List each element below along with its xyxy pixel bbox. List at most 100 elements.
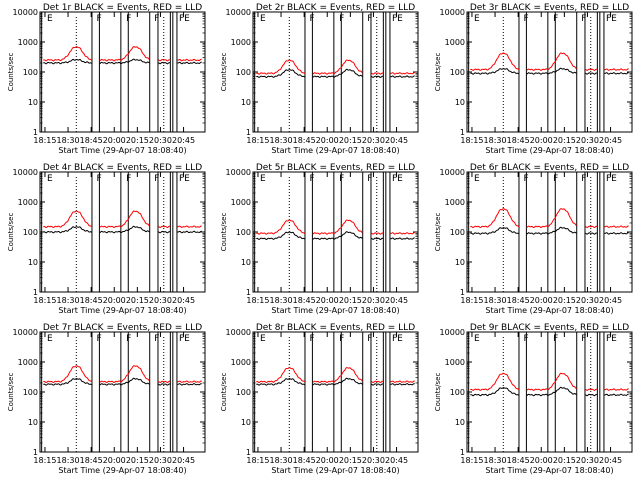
flag-label: FE (392, 14, 403, 24)
panel-title: Det 1r BLACK = Events, RED = LLD (43, 3, 202, 13)
flag-label: F (309, 14, 314, 24)
x-tick-label: 20:30 (362, 296, 385, 305)
events-series-black (43, 377, 202, 386)
flag-label: F (523, 334, 528, 344)
flag-label: F (339, 174, 344, 184)
x-tick-label: 18:15 (246, 296, 269, 305)
x-axis-title: Start Time (29-Apr-07 18:08:40) (485, 466, 613, 475)
y-axis-title: Counts/sec (7, 373, 15, 412)
x-tick-label: 20:15 (339, 296, 362, 305)
y-tick-label: 100 (23, 388, 38, 397)
flag-label: E (260, 174, 266, 184)
x-tick-label: 18:15 (33, 136, 56, 145)
x-tick-label: 18:45 (293, 296, 316, 305)
x-tick-label: 20:15 (553, 456, 576, 465)
events-series-black (43, 225, 202, 234)
lld-series-red (470, 208, 629, 229)
x-tick-label: 18:45 (507, 456, 530, 465)
plot-frame (466, 331, 633, 453)
x-tick-label: 18:30 (57, 456, 80, 465)
panel-title: Det 3r BLACK = Events, RED = LLD (470, 3, 629, 13)
flag-label: F (581, 174, 586, 184)
x-tick-label: 18:15 (246, 456, 269, 465)
y-axis-title: Counts/sec (7, 53, 15, 92)
y-tick-label: 1000 (231, 358, 251, 367)
panel-title: Det 8r BLACK = Events, RED = LLD (256, 323, 415, 333)
panel-3: Det 3r BLACK = Events, RED = LLD 1 10 100 10… (434, 3, 633, 155)
flag-label: F (581, 334, 586, 344)
x-tick-label: 18:30 (484, 456, 507, 465)
x-tick-label: 18:45 (80, 136, 103, 145)
panel-title: Det 2r BLACK = Events, RED = LLD (256, 3, 415, 13)
panel-6: Det 6r BLACK = Events, RED = LLD 1 10 100 10… (434, 163, 633, 315)
x-tick-label: 20:30 (149, 136, 172, 145)
y-tick-label: 1000 (445, 38, 465, 47)
flag-label: FE (179, 334, 190, 344)
x-tick-label: 20:30 (149, 296, 172, 305)
flag-label: F (523, 174, 528, 184)
y-tick-label: 1000 (231, 198, 251, 207)
y-tick-label: 100 (23, 68, 38, 77)
y-tick-label: 1 (246, 128, 251, 137)
x-tick-label: 18:30 (270, 136, 293, 145)
x-tick-label: 20:30 (362, 136, 385, 145)
flag-label: F (96, 174, 101, 184)
flag-label: F (367, 174, 372, 184)
x-tick-label: 20:45 (599, 456, 622, 465)
flag-label: F (367, 14, 372, 24)
flag-label: FE (606, 334, 617, 344)
flag-label: E (47, 174, 53, 184)
x-tick-label: 20:45 (385, 136, 408, 145)
x-tick-label: 18:45 (80, 456, 103, 465)
panel-2: Det 2r BLACK = Events, RED = LLD 1 10 100 10… (220, 3, 419, 155)
x-tick-label: 20:15 (339, 456, 362, 465)
x-tick-label: 20:45 (172, 456, 195, 465)
y-tick-label: 100 (236, 388, 251, 397)
y-tick-label: 1 (460, 448, 465, 457)
x-tick-label: 20:00 (103, 296, 126, 305)
y-tick-label: 1 (246, 288, 251, 297)
y-tick-label: 1 (33, 128, 38, 137)
flag-label: F (96, 14, 101, 24)
x-tick-label: 20:30 (576, 136, 599, 145)
panel-1: Det 1r BLACK = Events, RED = LLD 1 10 100 10… (7, 3, 206, 155)
flag-label: E (474, 174, 480, 184)
events-series-black (470, 67, 629, 75)
x-tick-label: 20:15 (339, 136, 362, 145)
x-tick-label: 18:30 (57, 296, 80, 305)
x-tick-label: 20:15 (553, 296, 576, 305)
panel-8: Det 8r BLACK = Events, RED = LLD 1 10 100 10… (220, 323, 419, 475)
panel-title: Det 9r BLACK = Events, RED = LLD (470, 323, 629, 333)
x-axis-title: Start Time (29-Apr-07 18:08:40) (58, 306, 186, 315)
x-axis-title: Start Time (29-Apr-07 18:08:40) (271, 146, 399, 155)
y-tick-label: 10000 (440, 328, 465, 337)
lld-series-red (256, 367, 415, 384)
y-tick-label: 1000 (18, 198, 38, 207)
y-tick-label: 10000 (226, 328, 251, 337)
x-tick-label: 20:00 (530, 136, 553, 145)
flag-label: F (309, 334, 314, 344)
x-tick-label: 18:15 (33, 456, 56, 465)
y-tick-label: 10 (455, 258, 465, 267)
panel-title: Det 6r BLACK = Events, RED = LLD (470, 163, 629, 173)
lld-series-red (256, 59, 415, 75)
x-axis-title: Start Time (29-Apr-07 18:08:40) (485, 146, 613, 155)
events-series-black (256, 377, 415, 386)
x-tick-label: 20:45 (172, 296, 195, 305)
lld-series-red (256, 219, 415, 235)
y-tick-label: 1000 (18, 358, 38, 367)
flag-label: F (339, 14, 344, 24)
x-tick-label: 20:30 (362, 456, 385, 465)
x-tick-label: 20:00 (316, 136, 339, 145)
panel-9: Det 9r BLACK = Events, RED = LLD 1 10 100 10… (434, 323, 633, 475)
y-tick-label: 100 (450, 68, 465, 77)
x-tick-label: 18:45 (80, 296, 103, 305)
x-tick-label: 20:45 (599, 296, 622, 305)
flag-label: F (339, 334, 344, 344)
flag-label: E (474, 14, 480, 24)
x-tick-label: 20:00 (530, 456, 553, 465)
panel-title: Det 4r BLACK = Events, RED = LLD (43, 163, 202, 173)
flag-label: F (154, 334, 159, 344)
lld-series-red (43, 46, 202, 62)
x-tick-label: 20:30 (576, 296, 599, 305)
